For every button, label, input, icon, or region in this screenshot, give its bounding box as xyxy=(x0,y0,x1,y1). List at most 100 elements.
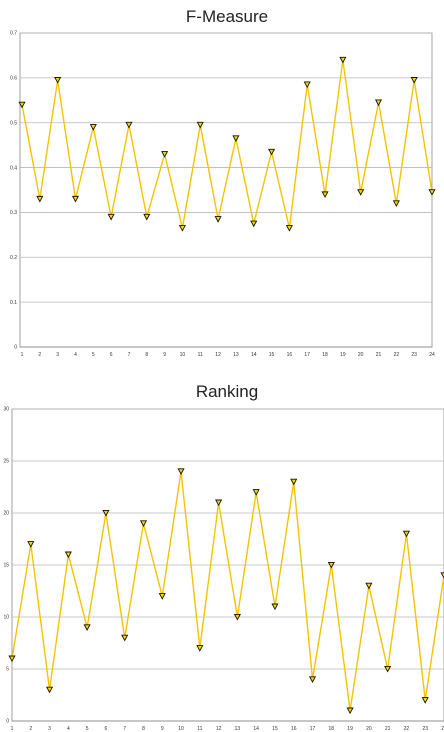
x-tick-label: 10 xyxy=(180,352,186,358)
x-tick-label: 10 xyxy=(178,726,184,732)
x-tick-label: 7 xyxy=(128,352,131,358)
data-point xyxy=(392,200,400,208)
chart-title: Ranking xyxy=(196,382,258,401)
x-tick-label: 1 xyxy=(21,352,24,358)
data-point xyxy=(250,220,258,228)
x-tick-label: 8 xyxy=(142,726,145,732)
x-tick-label: 3 xyxy=(48,726,51,732)
data-point xyxy=(357,189,365,196)
data-point xyxy=(308,676,317,683)
x-tick-label: 23 xyxy=(411,352,417,358)
x-tick-label: 13 xyxy=(233,352,239,358)
x-tick-label: 17 xyxy=(304,352,310,358)
data-point xyxy=(107,213,115,221)
data-point xyxy=(321,191,329,199)
x-tick-label: 8 xyxy=(145,352,148,358)
data-point xyxy=(139,520,148,527)
y-tick-label: 0.4 xyxy=(10,165,17,171)
data-point xyxy=(410,77,418,84)
data-point xyxy=(46,686,54,694)
x-tick-label: 11 xyxy=(198,352,203,358)
data-point xyxy=(214,216,222,223)
plot-area xyxy=(19,32,433,348)
x-tick-label: 9 xyxy=(163,352,166,358)
x-tick-label: 20 xyxy=(358,352,364,358)
data-point xyxy=(83,624,91,631)
y-tick-label: 0.5 xyxy=(10,120,17,126)
x-tick-label: 14 xyxy=(251,352,257,358)
x-tick-label: 12 xyxy=(215,352,221,358)
series-line xyxy=(11,471,444,711)
x-tick-label: 4 xyxy=(74,352,77,358)
data-point xyxy=(64,551,72,559)
data-point xyxy=(303,81,311,89)
x-tick-label: 6 xyxy=(110,352,113,358)
y-tick-label: 5 xyxy=(6,667,9,673)
x-tick-label: 21 xyxy=(385,726,391,732)
data-point xyxy=(339,56,347,64)
y-tick-label: 0.1 xyxy=(10,300,17,306)
data-point xyxy=(440,572,444,579)
x-tick-label: 7 xyxy=(123,726,126,732)
series-line xyxy=(21,59,433,229)
x-tick-label: 18 xyxy=(329,726,335,732)
y-tick-label: 0.7 xyxy=(10,31,17,37)
data-point xyxy=(233,613,241,621)
x-tick-label: 5 xyxy=(92,352,95,358)
x-tick-label: 15 xyxy=(272,726,278,732)
x-tick-label: 6 xyxy=(105,726,108,732)
data-point xyxy=(125,121,133,129)
x-tick-label: 16 xyxy=(291,726,297,732)
data-point xyxy=(196,645,204,652)
data-point xyxy=(121,634,129,642)
y-tick-label: 0 xyxy=(14,345,17,351)
data-point xyxy=(374,99,383,107)
x-tick-label: 21 xyxy=(376,352,382,358)
y-tick-label: 10 xyxy=(3,615,9,621)
data-point xyxy=(89,124,97,131)
data-point xyxy=(327,561,335,569)
data-point xyxy=(285,225,293,232)
data-point xyxy=(71,195,80,203)
data-point xyxy=(290,478,298,486)
f-measure-chart: F-Measure 00.10.20.30.40.50.60.71 2 3 4 5 6 7 8… xyxy=(10,7,436,358)
data-point xyxy=(54,77,62,84)
x-tick-label: 15 xyxy=(269,352,275,358)
y-tick-label: 0.3 xyxy=(10,210,17,216)
data-point xyxy=(36,195,44,203)
y-tick-label: 20 xyxy=(3,511,9,517)
y-tick-label: 0.6 xyxy=(10,76,17,82)
data-point xyxy=(271,603,279,611)
x-tick-label: 14 xyxy=(253,726,259,732)
data-point xyxy=(402,530,410,538)
data-point xyxy=(102,509,110,517)
y-tick-label: 0 xyxy=(6,719,9,725)
chart-title: F-Measure xyxy=(186,7,268,26)
x-tick-label: 24 xyxy=(429,352,435,358)
data-point xyxy=(161,151,169,158)
data-point xyxy=(428,189,436,196)
x-tick-label: 12 xyxy=(216,726,222,732)
data-point xyxy=(232,135,240,142)
data-point xyxy=(268,148,276,156)
data-point xyxy=(143,213,151,221)
y-tick-label: 30 xyxy=(3,407,9,413)
x-tick-label: 1 xyxy=(11,726,14,732)
x-tick-label: 19 xyxy=(347,726,353,732)
data-point xyxy=(177,468,185,475)
data-point xyxy=(215,499,223,507)
x-tick-label: 2 xyxy=(38,352,41,358)
data-point xyxy=(252,489,260,496)
x-tick-label: 17 xyxy=(310,726,316,732)
y-tick-label: 15 xyxy=(3,563,9,569)
x-tick-label: 23 xyxy=(422,726,428,732)
x-tick-label: 22 xyxy=(394,352,400,358)
x-tick-label: 4 xyxy=(67,726,70,732)
data-point xyxy=(27,541,35,548)
y-tick-label: 25 xyxy=(3,459,9,465)
data-point xyxy=(421,697,429,704)
y-tick-label: 0.2 xyxy=(10,255,17,261)
x-tick-label: 18 xyxy=(322,352,328,358)
